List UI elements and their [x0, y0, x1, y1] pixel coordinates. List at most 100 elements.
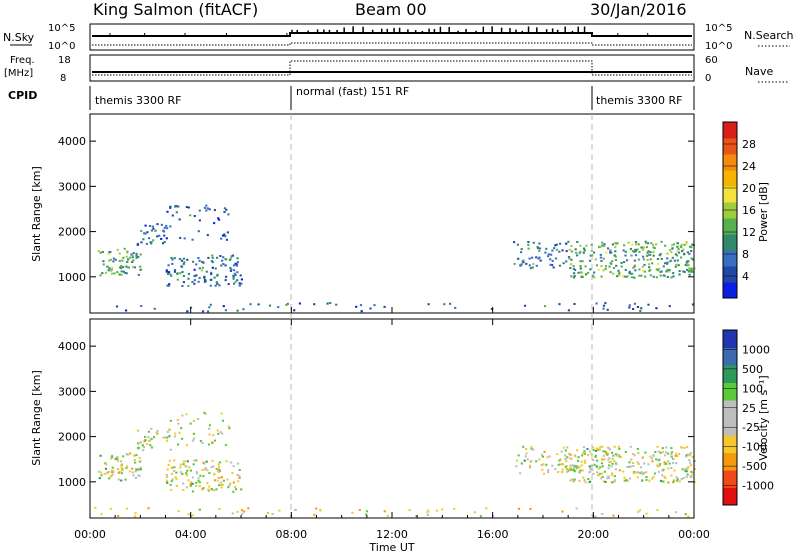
range-cell: [205, 204, 208, 207]
range-cell: [519, 264, 522, 267]
range-cell: [685, 470, 688, 473]
range-cell: [655, 307, 658, 310]
range-cell: [179, 236, 182, 239]
range-cell: [189, 469, 192, 472]
range-cell: [449, 302, 452, 305]
range-cell: [667, 481, 670, 484]
range-cell: [606, 308, 609, 311]
range-cell: [613, 460, 616, 463]
range-cell: [623, 244, 626, 247]
range-cell: [222, 479, 225, 482]
range-cell: [132, 259, 135, 262]
range-cell: [94, 506, 97, 509]
range-cell: [611, 458, 614, 461]
range-cell: [517, 507, 520, 510]
range-cell: [210, 488, 214, 491]
freq-unit: [MHz]: [4, 68, 33, 79]
range-cell: [634, 269, 637, 272]
range-cell: [123, 247, 126, 250]
range-cell: [143, 435, 147, 438]
range-cell: [213, 222, 216, 225]
range-cell: [193, 279, 196, 282]
range-cell: [171, 262, 174, 265]
range-cell: [672, 479, 676, 482]
range-cell: [619, 456, 622, 459]
range-cell: [617, 453, 620, 456]
range-cell: [538, 249, 541, 252]
range-cell: [595, 447, 598, 450]
range-cell: [532, 241, 535, 244]
range-cell: [130, 253, 133, 256]
range-cell: [626, 465, 629, 468]
range-cell: [632, 267, 635, 269]
range-cell: [637, 510, 640, 513]
range-cell: [175, 477, 178, 480]
range-cell: [670, 453, 673, 456]
range-cell: [524, 455, 527, 458]
range-cell: [672, 243, 675, 246]
range-cell: [120, 270, 123, 273]
range-cell: [329, 302, 332, 304]
range-cell: [595, 449, 598, 452]
range-cell: [637, 243, 640, 246]
range-cell: [581, 275, 584, 278]
range-cell: [586, 448, 589, 450]
range-cell: [667, 452, 670, 455]
range-cell: [238, 284, 241, 287]
range-cell: [230, 268, 233, 271]
colorbar-tick-label: -500: [742, 460, 767, 473]
range-cell: [531, 256, 534, 259]
range-cell: [643, 471, 646, 474]
range-cell: [683, 252, 686, 255]
range-cell: [137, 273, 140, 276]
range-cell: [208, 427, 211, 430]
range-cell: [590, 250, 593, 252]
range-cell: [199, 440, 202, 442]
range-cell: [206, 482, 209, 485]
range-cell: [549, 263, 552, 266]
nsearch-trace: [92, 42, 692, 46]
range-cell: [125, 465, 129, 468]
range-cell: [666, 276, 669, 278]
range-cell: [108, 267, 111, 270]
range-cell: [116, 459, 120, 462]
range-cell: [640, 246, 643, 249]
range-cell: [191, 514, 194, 517]
range-cell: [229, 269, 232, 272]
range-cell: [609, 460, 612, 463]
range-cell: [606, 453, 609, 456]
range-cell: [567, 469, 570, 472]
range-cell: [109, 269, 113, 272]
range-cell: [599, 446, 602, 449]
range-cell: [221, 432, 224, 435]
range-cell: [266, 512, 270, 514]
range-cell: [109, 457, 112, 460]
range-cell: [213, 276, 216, 279]
range-cell: [197, 477, 200, 480]
range-cell: [139, 441, 143, 444]
range-cell: [589, 480, 592, 483]
range-cell: [573, 274, 576, 277]
range-cell: [171, 258, 174, 261]
range-cell: [139, 468, 142, 471]
range-cell: [165, 270, 168, 273]
range-cell: [216, 274, 219, 277]
range-cell: [298, 302, 301, 305]
range-cell: [602, 307, 605, 310]
range-cell: [189, 422, 192, 425]
range-cell: [201, 442, 204, 444]
range-cell: [233, 269, 236, 272]
range-cell: [169, 483, 172, 486]
range-cell: [241, 513, 244, 516]
range-cell: [176, 419, 179, 421]
range-cell: [139, 265, 142, 268]
range-cell: [128, 452, 132, 455]
range-cell: [165, 474, 168, 476]
range-cell: [147, 430, 150, 433]
nave-tick-bottom: 0: [705, 73, 711, 84]
range-cell: [666, 257, 669, 260]
range-cell: [201, 469, 204, 471]
range-cell: [600, 458, 604, 460]
range-cell: [577, 456, 580, 459]
range-cell: [551, 249, 554, 252]
